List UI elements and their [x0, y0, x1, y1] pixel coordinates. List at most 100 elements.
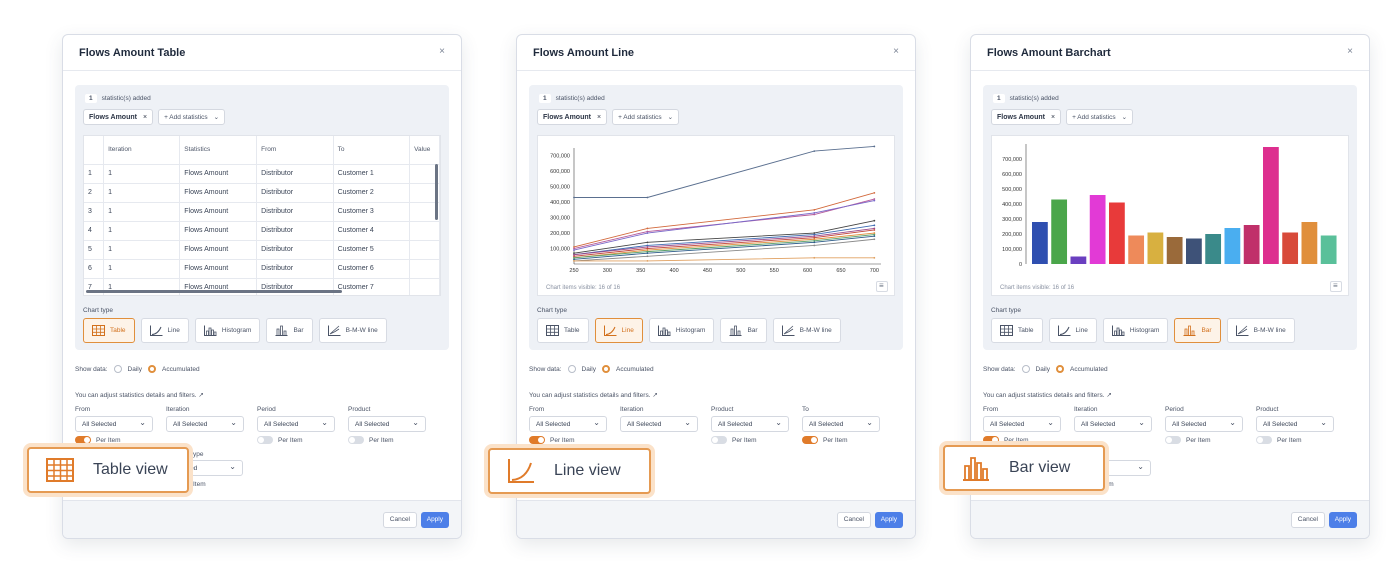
per-item-toggle[interactable]	[1256, 436, 1272, 444]
chart-type-bmw-line-button[interactable]: B-M-W line	[772, 318, 841, 343]
daily-radio[interactable]	[1021, 365, 1030, 373]
chart-type-bmw-line-button[interactable]: B-M-W line	[318, 318, 387, 343]
filter-select[interactable]: All Selected	[1165, 416, 1243, 432]
chip-close-icon[interactable]: ×	[596, 113, 602, 121]
chart-menu-icon[interactable]	[876, 281, 888, 292]
per-item-toggle[interactable]	[529, 436, 545, 444]
chart-type-table-button[interactable]: Table	[83, 318, 135, 343]
external-link-icon[interactable]: ↗	[1106, 392, 1112, 399]
data-point	[813, 238, 816, 241]
filter-select[interactable]: All Selected	[257, 416, 335, 432]
apply-button[interactable]: Apply	[1328, 512, 1357, 528]
statistic-chip[interactable]: Flows Amount ×	[537, 109, 608, 125]
filter-select[interactable]: All Selected	[1256, 416, 1334, 432]
table-row[interactable]: 2 1 Flows Amount Distributor Customer 2	[84, 183, 440, 203]
y-tick-label: 100,000	[550, 247, 570, 253]
column-header[interactable]	[84, 136, 105, 165]
per-item-toggle[interactable]	[75, 436, 91, 444]
y-tick-label: 200,000	[1002, 232, 1022, 238]
bar-chart-icon	[275, 325, 288, 336]
per-item-label: Per Item	[732, 436, 757, 444]
apply-button[interactable]: Apply	[874, 512, 903, 528]
filter-select[interactable]: All Selected	[802, 416, 880, 432]
apply-button[interactable]: Apply	[420, 512, 449, 528]
chart-type-histogram-button[interactable]: Histogram	[648, 318, 715, 343]
table-row[interactable]: 5 1 Flows Amount Distributor Customer 5	[84, 240, 440, 260]
cancel-button[interactable]: Cancel	[836, 512, 871, 528]
chart-menu-icon[interactable]	[1330, 281, 1342, 292]
daily-radio[interactable]	[567, 365, 576, 373]
chart-type-table-button[interactable]: Table	[991, 318, 1043, 343]
horizontal-scrollbar[interactable]	[86, 290, 342, 293]
chart-type-buttons: Table Line Histogram Bar B-M-W line	[537, 318, 841, 343]
per-item: Per Item	[257, 436, 335, 444]
data-point	[813, 239, 816, 242]
table-row[interactable]: 4 1 Flows Amount Distributor Customer 4	[84, 221, 440, 241]
statistic-chip[interactable]: Flows Amount ×	[83, 109, 154, 125]
statistic-chip[interactable]: Flows Amount ×	[991, 109, 1062, 125]
data-point	[813, 235, 816, 238]
table-cell: 1	[103, 278, 181, 295]
chart-type-histogram-button[interactable]: Histogram	[1102, 318, 1169, 343]
cancel-button[interactable]: Cancel	[382, 512, 417, 528]
filter-select[interactable]: All Selected	[75, 416, 153, 432]
filter-select[interactable]: All Selected	[1074, 416, 1152, 432]
bar	[1243, 225, 1260, 264]
filter-select[interactable]: All Selected	[711, 416, 789, 432]
table-row[interactable]: 6 1 Flows Amount Distributor Customer 6	[84, 259, 440, 279]
accumulated-radio[interactable]	[601, 365, 610, 373]
filter-select[interactable]: All Selected	[166, 416, 244, 432]
chart-type-bar-button[interactable]: Bar	[720, 318, 767, 343]
add-statistics-button[interactable]: + Add statistics ⌄	[1066, 109, 1134, 125]
per-item-toggle[interactable]	[711, 436, 727, 444]
filter-select[interactable]: All Selected	[983, 416, 1061, 432]
per-item-label: Per Item	[1186, 436, 1211, 444]
bar-chart-container: 700,000 600,000 500,000 400,000 300,000 200,0…	[991, 135, 1349, 296]
table-row[interactable]: 3 1 Flows Amount Distributor Customer 3	[84, 202, 440, 222]
table-row[interactable]: 7 1 Flows Amount Distributor Customer 7	[84, 278, 440, 295]
filter-select[interactable]: All Selected	[620, 416, 698, 432]
show-data-label: Show data:	[529, 365, 562, 373]
external-link-icon[interactable]: ↗	[652, 392, 658, 399]
filter-label: Iteration	[166, 406, 190, 413]
vertical-scrollbar[interactable]	[435, 164, 438, 220]
chart-type-histogram-button[interactable]: Histogram	[194, 318, 261, 343]
table-cell: Flows Amount	[179, 183, 258, 203]
accumulated-radio[interactable]	[147, 365, 156, 373]
chip-close-icon[interactable]: ×	[1050, 113, 1056, 121]
accumulated-radio[interactable]	[1055, 365, 1064, 373]
table-row[interactable]: 1 1 Flows Amount Distributor Customer 1	[84, 164, 440, 184]
filter-to: To All Selected Per Item	[802, 406, 880, 444]
per-item-toggle[interactable]	[802, 436, 818, 444]
per-item-toggle[interactable]	[257, 436, 273, 444]
add-statistics-button[interactable]: + Add statistics ⌄	[612, 109, 680, 125]
close-icon[interactable]: ×	[439, 46, 445, 57]
external-link-icon[interactable]: ↗	[198, 392, 204, 399]
chart-type-bar-button[interactable]: Bar	[266, 318, 313, 343]
column-header[interactable]: To	[333, 136, 411, 165]
per-item-toggle[interactable]	[1165, 436, 1181, 444]
column-header[interactable]: From	[256, 136, 334, 165]
chart-type-bar-button[interactable]: Bar	[1174, 318, 1221, 343]
chart-type-line-button[interactable]: Line	[140, 318, 189, 343]
statistics-box: 1 statistic(s) added Flows Amount × + Add…	[529, 85, 903, 350]
filter-select[interactable]: All Selected	[529, 416, 607, 432]
series-line	[573, 192, 875, 248]
daily-radio[interactable]	[113, 365, 122, 373]
chart-type-table-button[interactable]: Table	[537, 318, 589, 343]
filter-select[interactable]: All Selected	[348, 416, 426, 432]
bar	[1186, 238, 1202, 264]
chart-type-line-button[interactable]: Line	[594, 318, 643, 343]
add-statistics-button[interactable]: + Add statistics ⌄	[158, 109, 226, 125]
column-header[interactable]: Value	[409, 136, 440, 165]
column-header[interactable]: Iteration	[103, 136, 181, 165]
chart-type-bmw-line-button[interactable]: B-M-W line	[1226, 318, 1295, 343]
chart-type-line-button[interactable]: Line	[1048, 318, 1097, 343]
per-item-toggle[interactable]	[983, 436, 999, 444]
chip-close-icon[interactable]: ×	[142, 113, 148, 121]
close-icon[interactable]: ×	[893, 46, 899, 57]
per-item-toggle[interactable]	[348, 436, 364, 444]
cancel-button[interactable]: Cancel	[1290, 512, 1325, 528]
column-header[interactable]: Statistics	[179, 136, 258, 165]
close-icon[interactable]: ×	[1347, 46, 1353, 57]
